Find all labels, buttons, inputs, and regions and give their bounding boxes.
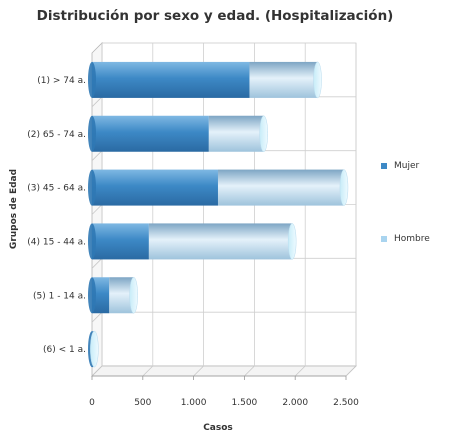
y-grid-wall-4 [91,258,103,269]
x-tick-label-3: 1.500 [232,398,258,408]
legend-swatch-mujer [381,163,387,169]
x-grid-floor-1 [142,365,154,377]
y-tick-label-3: (4) 15 - 44 a. [27,237,86,247]
x-tick-label-2: 1.000 [181,398,207,408]
bar-mujer-3 [92,223,149,260]
x-grid-floor-0 [91,365,103,377]
axis-tick-labels: 0 500 1.000 1.500 2.000 2.500 (1) > 74 a. (2) 6… [27,76,359,408]
bar-mujer-2 [92,169,218,206]
x-tick-label-5: 2.500 [333,398,359,408]
y-grid-wall-5 [91,311,103,323]
x-grid-floor-4 [294,365,306,377]
y-grid-wall-3 [91,204,103,215]
y-grid-wall-2 [91,150,103,161]
legend-label-mujer: Mujer [394,161,420,171]
bar-end-cap-4 [129,277,138,314]
bar-start-cap-1 [88,115,96,152]
y-tick-label-1: (2) 65 - 74 a. [27,130,86,140]
bars [88,61,349,368]
floor [91,365,357,377]
y-tick-label-5: (6) < 1 a. [43,345,86,355]
x-tick-label-0: 0 [89,398,95,408]
bar-hombre-1 [208,115,264,152]
bar-group-2 [88,169,349,206]
y-tick-label-0: (1) > 74 a. [37,76,86,86]
bar-mujer-4 [92,277,110,314]
bar-start-cap-4 [88,277,96,314]
bar-start-cap-3 [88,223,96,260]
bar-end-cap-5 [90,330,99,368]
bar-group-0 [88,61,322,99]
bar-hombre-0 [249,61,318,98]
y-axis-title: Grupos de Edad [9,169,19,249]
bar-hombre-3 [148,223,293,260]
bar-end-cap-3 [287,223,297,260]
y-grid-wall-1 [91,96,103,108]
legend-label-hombre: Hombre [394,234,430,244]
x-tick-label-4: 2.000 [282,398,308,408]
bar-group-5 [88,330,99,368]
x-axis-title: Casos [203,423,233,433]
y-tick-label-4: (5) 1 - 14 a. [33,291,86,301]
bar-end-cap-0 [313,61,322,99]
x-grid-floor-3 [244,365,255,377]
x-grid-floor-5 [345,365,357,377]
legend-item-mujer[interactable]: Mujer [381,161,419,171]
bar-start-cap-0 [88,61,96,98]
x-tick-label-1: 500 [134,398,151,408]
bar-group-1 [88,115,268,152]
bar-group-3 [88,223,297,260]
bar-hombre-2 [217,169,344,206]
bar-mujer-0 [92,61,250,98]
bar-end-cap-1 [259,115,268,152]
legend-item-hombre[interactable]: Hombre [381,234,430,244]
bar-group-4 [88,277,138,314]
bar-start-cap-2 [88,169,96,206]
bar-end-cap-2 [339,169,349,206]
x-grid-floor-2 [193,365,204,377]
y-tick-label-2: (3) 45 - 64 a. [27,184,86,194]
chart-title: Distribución por sexo y edad. (Hospitali… [37,8,394,24]
legend-swatch-hombre [381,236,387,242]
bar-mujer-1 [92,115,209,152]
